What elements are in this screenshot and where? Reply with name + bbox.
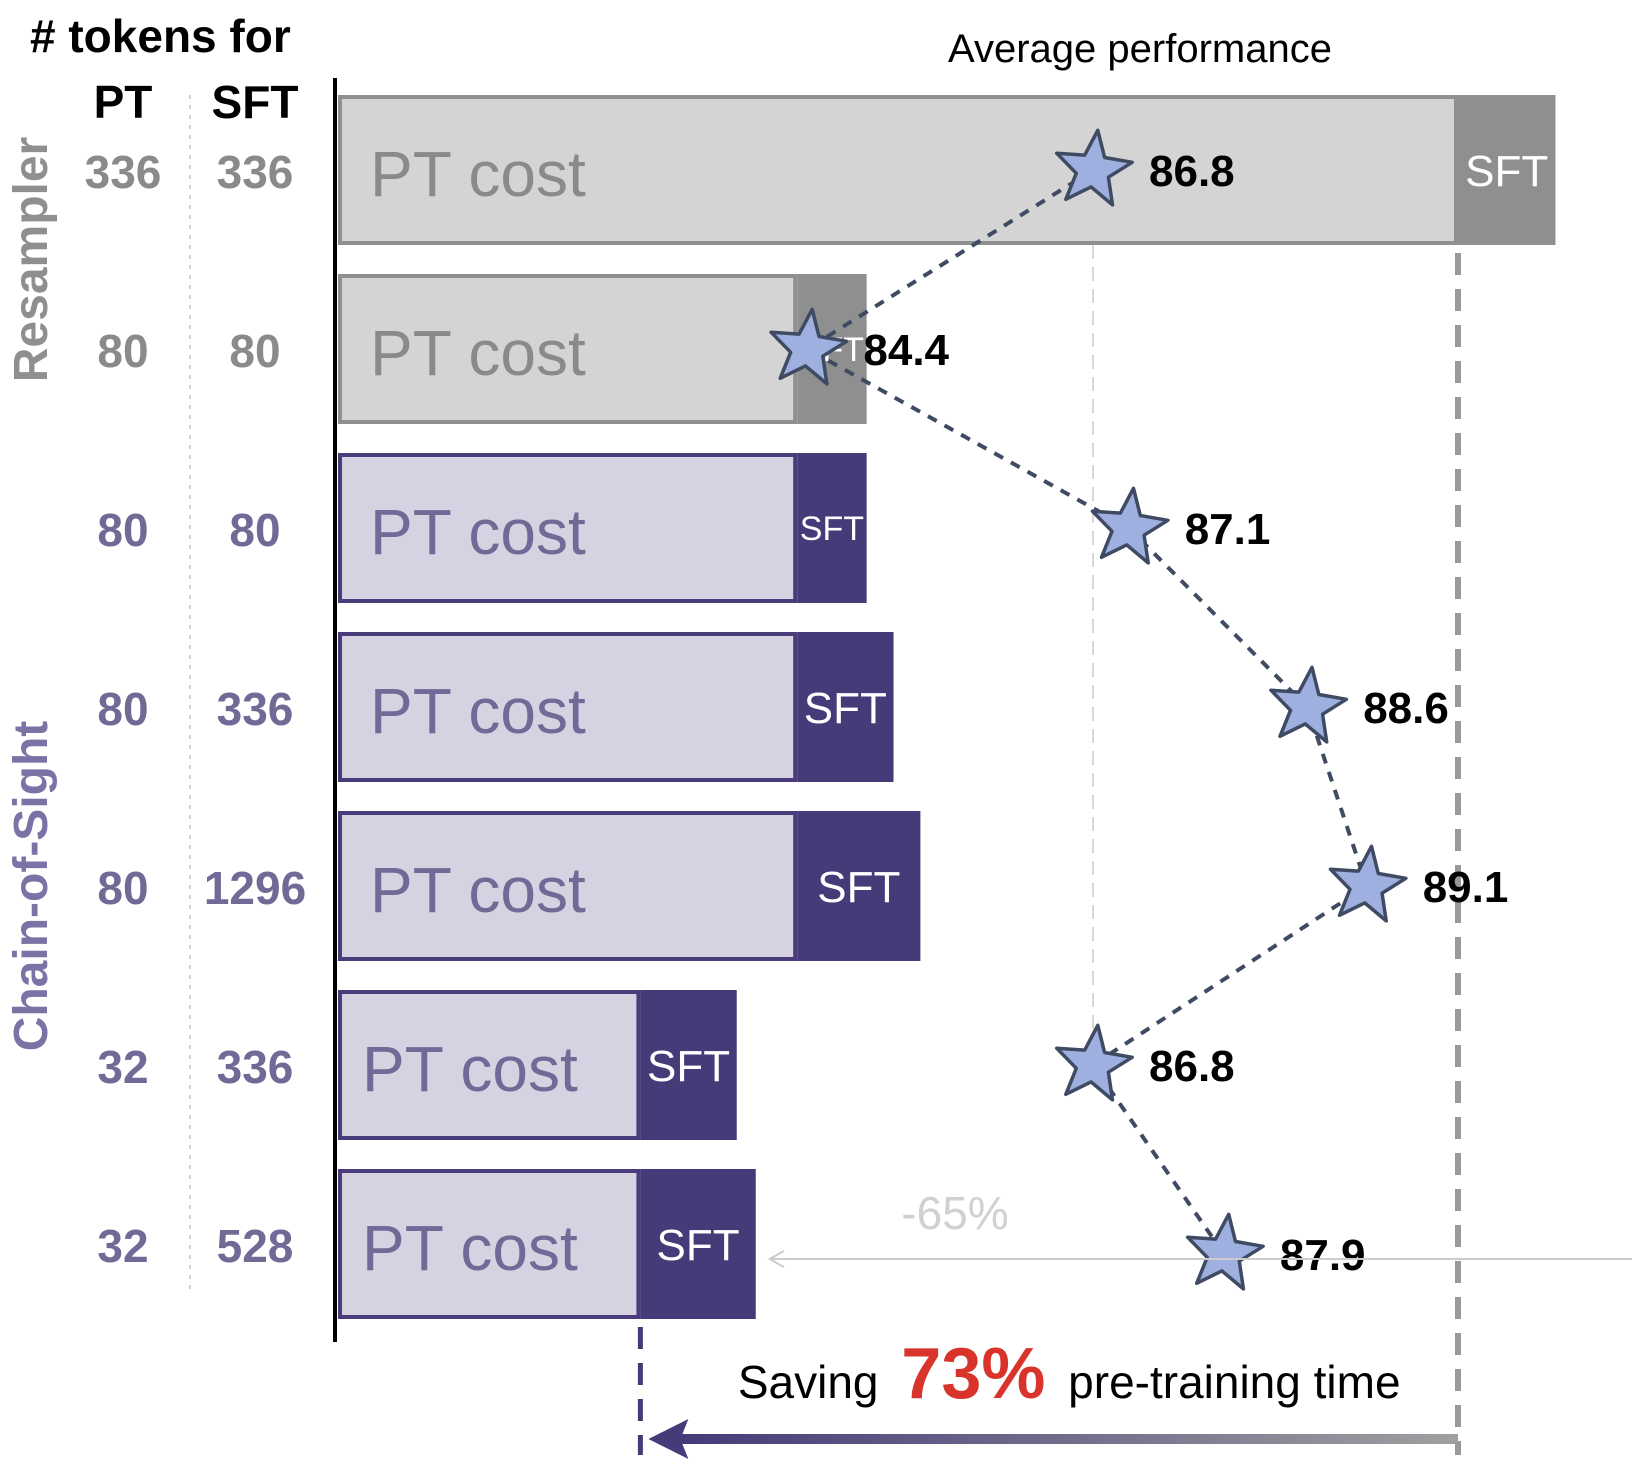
group-label-resampler: Resampler	[5, 137, 58, 382]
pt-bar-label-1: PT cost	[370, 317, 586, 389]
sft-bar-label-3: SFT	[804, 684, 887, 733]
performance-value-0: 86.8	[1149, 147, 1235, 196]
bar-row-6: 32 528 PT cost SFT	[97, 1169, 756, 1319]
pt-bar-label-4: PT cost	[370, 854, 586, 926]
pt-tokens-3: 80	[97, 683, 148, 735]
pt-tokens-4: 80	[97, 862, 148, 914]
sft-bar-label-0: SFT	[1465, 147, 1548, 196]
header-col-pt: PT	[94, 76, 153, 128]
saving-annotation: Saving 73% pre-training time	[738, 1334, 1401, 1414]
bar-row-0: 336 336 PT cost SFT	[85, 95, 1556, 245]
performance-star-4	[1328, 844, 1408, 923]
sft-bar-6	[640, 1169, 756, 1319]
saving-value: 73%	[901, 1334, 1045, 1414]
pt-bar-6	[338, 1169, 641, 1319]
performance-star-0	[1054, 128, 1134, 207]
sft-bar-4	[797, 811, 921, 961]
sft-bar-label-5: SFT	[647, 1042, 730, 1091]
sft-tokens-6: 528	[217, 1220, 294, 1272]
pt-tokens-2: 80	[97, 504, 148, 556]
sft-saving-label: -65%	[901, 1187, 1008, 1239]
performance-value-5: 86.8	[1149, 1042, 1235, 1091]
sft-bar-label-4: SFT	[817, 863, 900, 912]
pt-tokens-0: 336	[85, 146, 162, 198]
sft-bar-5	[640, 990, 737, 1140]
header-col-sft: SFT	[212, 76, 299, 128]
performance-value-2: 87.1	[1185, 505, 1271, 554]
performance-value-3: 88.6	[1363, 684, 1449, 733]
pt-bar-0	[338, 95, 1458, 245]
saving-prefix: Saving	[738, 1356, 879, 1408]
performance-value-6: 87.9	[1280, 1231, 1366, 1280]
pt-bar-label-6: PT cost	[362, 1212, 578, 1284]
sft-tokens-0: 336	[217, 146, 294, 198]
sft-bar-0	[1458, 95, 1556, 245]
sft-saving-arrowhead	[767, 1250, 785, 1268]
pt-bar-3	[338, 632, 798, 782]
sft-bar-label-2: SFT	[800, 510, 864, 548]
sft-bar-2	[797, 453, 867, 603]
sft-bar-3	[797, 632, 894, 782]
bar-rows: 336 336 PT cost SFT 80 80 PT cost SFT 80 80 PT cos…	[85, 95, 1556, 1319]
header-title: # tokens for	[30, 10, 291, 62]
performance-star-6	[1185, 1212, 1265, 1291]
performance-star-3	[1269, 665, 1349, 744]
sft-tokens-5: 336	[217, 1041, 294, 1093]
sft-tokens-3: 336	[217, 683, 294, 735]
pt-bar-label-0: PT cost	[370, 138, 586, 210]
sft-tokens-2: 80	[229, 504, 280, 556]
bar-row-2: 80 80 PT cost SFT	[97, 453, 867, 603]
bar-row-4: 80 1296 PT cost SFT	[97, 811, 921, 961]
performance-star-2	[1090, 486, 1170, 565]
performance-star-5	[1054, 1023, 1134, 1102]
pt-bar-label-5: PT cost	[362, 1033, 578, 1105]
bar-row-3: 80 336 PT cost SFT	[97, 632, 894, 782]
sft-tokens-1: 80	[229, 325, 280, 377]
performance-series: 86.8 84.4 87.1 88.6 89.1 86.8 87.9	[769, 128, 1509, 1291]
pt-bar-2	[338, 453, 798, 603]
saving-suffix: pre-training time	[1068, 1356, 1400, 1408]
pt-bar-label-3: PT cost	[370, 675, 586, 747]
pt-tokens-5: 32	[97, 1041, 148, 1093]
pt-bar-4	[338, 811, 798, 961]
performance-star-1	[769, 307, 849, 386]
bar-row-5: 32 336 PT cost SFT	[97, 990, 737, 1140]
chart-title: Average performance	[948, 27, 1332, 71]
pt-bar-1	[338, 274, 798, 424]
performance-value-1: 84.4	[863, 326, 949, 375]
saving-arrow-bar	[680, 1434, 1458, 1444]
sft-bar-label-6: SFT	[657, 1221, 740, 1270]
performance-value-4: 89.1	[1423, 863, 1509, 912]
pt-bar-label-2: PT cost	[370, 496, 586, 568]
saving-arrowhead	[648, 1419, 689, 1459]
sft-tokens-4: 1296	[204, 862, 306, 914]
pt-tokens-6: 32	[97, 1220, 148, 1272]
pt-tokens-1: 80	[97, 325, 148, 377]
group-label-chain-of-sight: Chain-of-Sight	[5, 721, 58, 1052]
pt-bar-5	[338, 990, 641, 1140]
